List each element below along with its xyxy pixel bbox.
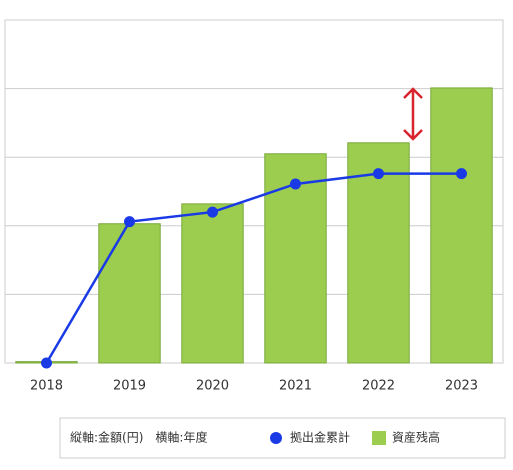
point — [207, 206, 218, 218]
legend-label: 拠出金累計 — [290, 430, 350, 445]
line — [45, 172, 462, 364]
bar — [98, 223, 161, 364]
point — [41, 357, 52, 369]
bar — [181, 203, 244, 364]
bar — [430, 87, 493, 364]
plot-area — [4, 19, 504, 364]
point — [290, 178, 301, 190]
x-tick-label: 2020 — [196, 379, 229, 394]
legend-label: 資産残高 — [392, 430, 440, 445]
legend-box — [59, 417, 506, 459]
x-tick-label: 2019 — [113, 379, 146, 394]
x-tick-label: 2023 — [445, 379, 478, 394]
legend-marker — [372, 431, 387, 445]
x-tick-label: 2021 — [279, 379, 312, 394]
point — [373, 168, 384, 180]
arrow-shape — [403, 87, 423, 141]
x-tick-label: 2022 — [362, 379, 395, 394]
point — [456, 168, 467, 180]
legend-marker — [270, 432, 282, 444]
x-tick-label: 2018 — [30, 379, 63, 394]
bar — [347, 142, 410, 364]
annotation-arrow — [403, 87, 423, 141]
point — [124, 216, 135, 228]
axis-note: 縦軸:金額(円) 横軸:年度 — [70, 430, 207, 445]
legend: 縦軸:金額(円) 横軸:年度 拠出金累計 資産残高 — [70, 430, 440, 445]
